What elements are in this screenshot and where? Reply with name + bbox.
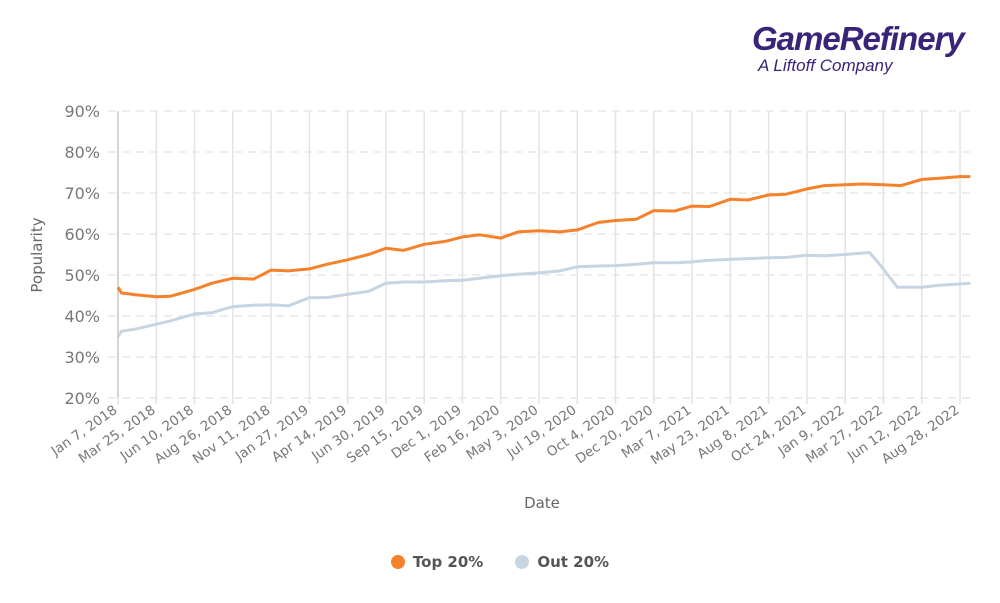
legend: Top 20% Out 20% [0,553,1000,571]
y-tick-label: 30% [64,348,100,367]
legend-item-out-20[interactable]: Out 20% [515,553,609,571]
legend-label: Out 20% [537,553,610,571]
x-axis-label: Date [524,494,560,512]
series-line-top-20 [116,175,971,299]
y-tick-label: 60% [64,225,100,244]
series-line-out-20 [116,251,971,338]
y-axis-label: Popularity [28,217,46,292]
y-tick-label: 80% [64,143,100,162]
legend-marker-out-20 [515,555,530,569]
y-tick-label: 20% [64,389,100,408]
y-tick-label: 90% [64,102,100,121]
legend-label: Top 20% [412,553,484,571]
y-tick-label: 40% [64,307,100,326]
logo-subtitle: A Liftoff Company [758,56,893,75]
logo-brand: GameRefinery [752,20,965,57]
legend-item-top-20[interactable]: Top 20% [390,553,484,571]
y-tick-label: 70% [64,184,100,203]
y-tick-label: 50% [64,266,100,285]
legend-marker-top-20 [390,555,405,569]
gamerefinery-logo: GameRefinery A Liftoff Company [752,20,965,76]
